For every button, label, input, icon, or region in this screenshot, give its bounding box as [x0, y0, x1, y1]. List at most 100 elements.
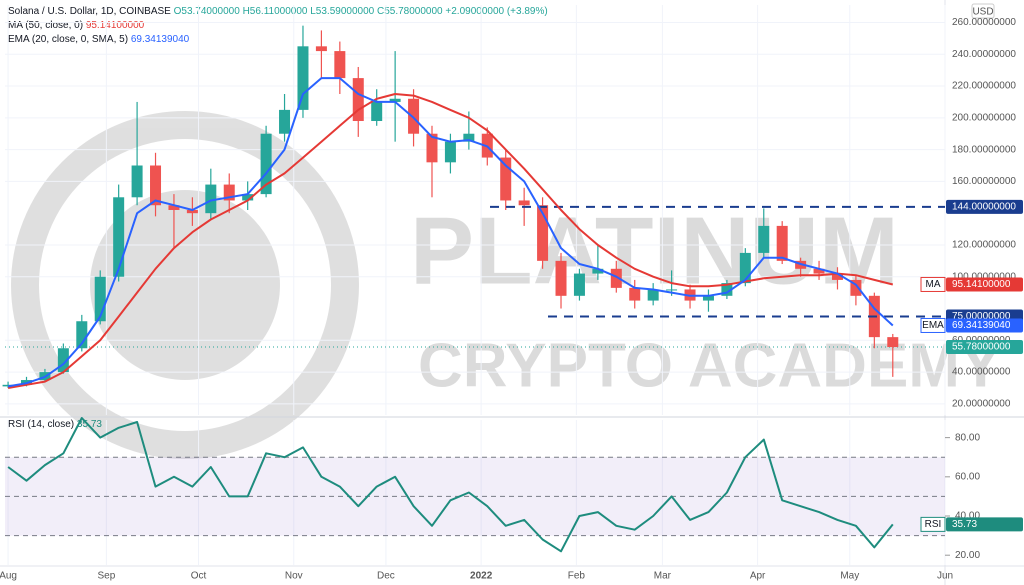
value-box [946, 517, 1023, 532]
candle-body [113, 197, 125, 277]
y-tick-label: 240.00000000 [952, 49, 1016, 60]
x-tick-label: Sep [97, 571, 115, 582]
watermark-ring [11, 111, 359, 459]
y-tick-label: 260.00000000 [952, 17, 1016, 28]
candle-body [150, 165, 162, 206]
candle-body [223, 184, 235, 201]
candle-body [426, 133, 438, 163]
candle-body [389, 98, 401, 102]
value-box [946, 277, 1023, 292]
tag-box [920, 317, 946, 333]
high-value: H56.11000000 [243, 6, 308, 17]
ema-value: 69.34139040 [131, 34, 190, 45]
y-tick-label: 120.00000000 [952, 240, 1016, 251]
candle-body [537, 205, 549, 261]
candle-body [739, 252, 751, 284]
rsi-legend: RSI (14, close) 35.73 [8, 419, 102, 430]
x-tick-label: Mar [654, 571, 672, 582]
candle-body [260, 133, 272, 195]
rsi-tick-label: 40.00 [955, 511, 980, 522]
watermark-coin [90, 190, 280, 380]
x-tick-label: May [840, 571, 859, 582]
low-value: L53.59000000 [310, 6, 374, 17]
last-price-label: 55.78000000 [952, 342, 1011, 353]
x-tick-label: 2022 [470, 571, 493, 582]
y-tick-label: 40.00000000 [952, 367, 1011, 378]
candle-body [205, 184, 217, 214]
y-tick-label: 20.00000000 [952, 399, 1011, 410]
y-tick-label: 180.00000000 [952, 144, 1016, 155]
series-line [7, 417, 894, 553]
close-value: C55.78000000 [377, 6, 443, 17]
x-tick-label: Jun [937, 571, 953, 582]
candle-body [500, 157, 512, 201]
tag-box [920, 516, 946, 532]
tag-label: MA [926, 279, 941, 290]
x-tick-label: Dec [377, 571, 395, 582]
value-label: 35.73 [952, 519, 977, 530]
candle-body [352, 78, 364, 122]
candle-body [610, 268, 622, 288]
candle-body [758, 225, 770, 253]
change-value: +2.09000000 (+3.89%) [445, 6, 547, 17]
candle-body [518, 200, 530, 206]
series-line [7, 93, 894, 389]
candle-body [334, 51, 346, 79]
ema-legend: EMA (20, close, 0, SMA, 5) 69.34139040 [8, 34, 190, 45]
candle-body [629, 287, 641, 301]
candle-body [94, 276, 106, 322]
level-box [946, 199, 1023, 214]
candle-body [573, 273, 585, 296]
candle-body [168, 205, 180, 210]
value-box [946, 318, 1023, 333]
y-tick-label: 100.00000000 [952, 271, 1016, 282]
rsi-value: 35.73 [77, 419, 102, 430]
candle-body [371, 101, 383, 122]
candle-body [721, 283, 733, 296]
candle-body [444, 141, 456, 163]
ma-name: MA (50, close, 0) [8, 20, 83, 31]
x-tick-label: Feb [568, 571, 586, 582]
level-label: 144.00000000 [952, 201, 1016, 212]
candle-body [592, 268, 604, 274]
value-label: 95.14100000 [952, 279, 1011, 290]
candle-body [242, 194, 254, 201]
candle-body [850, 279, 862, 296]
last-price-box [946, 340, 1023, 355]
rsi-tick-label: 60.00 [955, 471, 980, 482]
symbol: Solana / U.S. Dollar, 1D, COINBASE [8, 6, 171, 17]
tag-box [920, 276, 946, 292]
open-value: O53.74000000 [174, 6, 241, 17]
series-line [7, 77, 894, 388]
candle-body [186, 210, 198, 214]
x-tick-label: Apr [750, 571, 766, 582]
ma-legend: MA (50, close, 0) 95.14100000 [8, 20, 145, 31]
tag-label: EMA [922, 320, 944, 331]
candle-body [887, 337, 899, 348]
watermark-logo [11, 111, 359, 459]
candle-body [647, 289, 659, 301]
value-label: 69.34139040 [952, 320, 1011, 331]
candle-body [279, 109, 291, 134]
candle-body [408, 98, 420, 134]
candle-body [813, 268, 825, 274]
candle-body [315, 46, 327, 52]
candle-body [463, 133, 475, 142]
ma-value: 95.14100000 [86, 20, 145, 31]
candle-body [131, 165, 143, 198]
candle-body [297, 46, 309, 110]
currency-box [971, 3, 995, 19]
watermark-title: PLATINUM [410, 197, 899, 304]
candle-body [666, 289, 678, 291]
header-line: Solana / U.S. Dollar, 1D, COINBASE O53.7… [8, 6, 548, 17]
currency-label: USD [972, 7, 993, 18]
candle-body [702, 295, 714, 301]
x-tick-label: Nov [285, 571, 303, 582]
ema-name: EMA (20, close, 0, SMA, 5) [8, 34, 128, 45]
watermark-subtitle: CRYPTO ACADEMY [418, 331, 1001, 400]
rsi-tick-label: 80.00 [955, 432, 980, 443]
tag-label: RSI [925, 519, 942, 530]
candle-body [76, 321, 88, 349]
